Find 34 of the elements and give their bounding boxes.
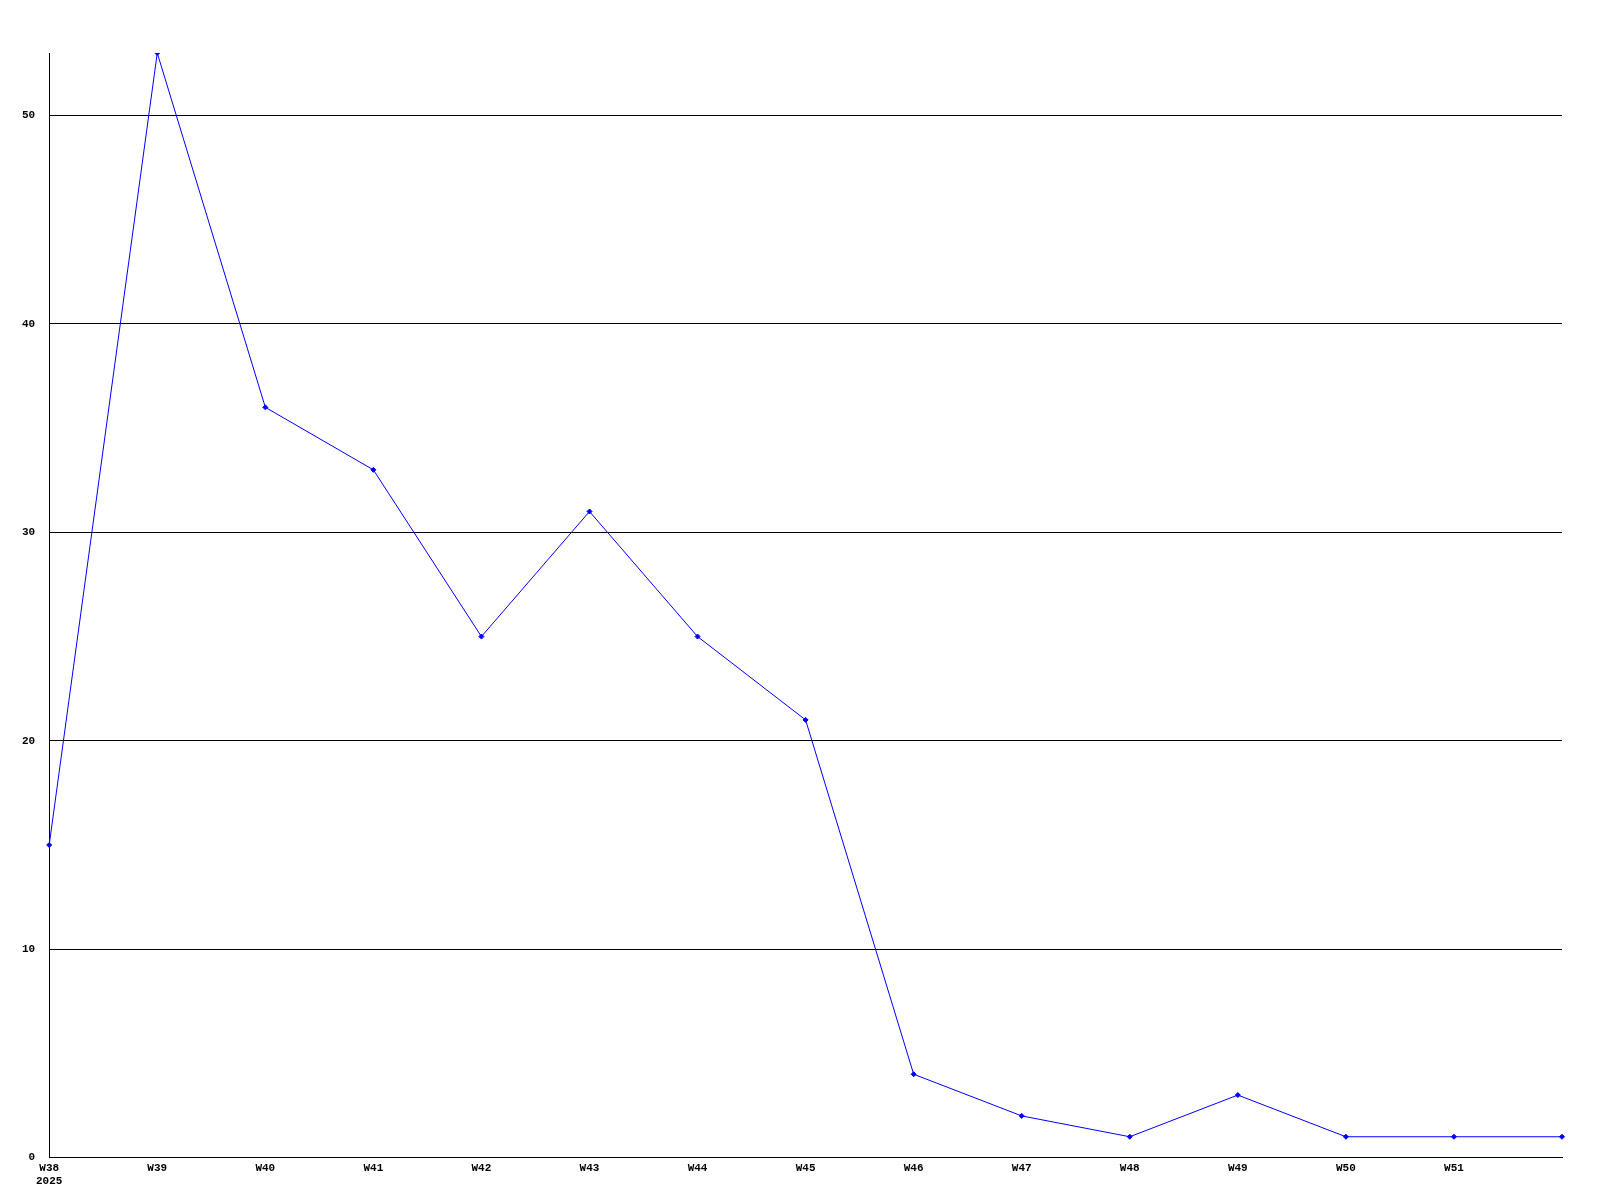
y-tick-label: 20 — [22, 734, 36, 747]
y-tick-label: 30 — [22, 526, 36, 539]
y-tick-label: 10 — [22, 942, 36, 955]
point — [478, 633, 485, 640]
y-tick-label: 0 — [28, 1151, 36, 1164]
x-tick-label: W43 — [579, 1161, 600, 1174]
point — [46, 841, 53, 848]
x-tick-label: W40 — [255, 1161, 276, 1174]
point — [1559, 1133, 1565, 1140]
point — [262, 404, 269, 411]
point — [1450, 1133, 1457, 1140]
x-tick-label: W48 — [1119, 1161, 1141, 1174]
x-tick-label: W47 — [1011, 1161, 1032, 1174]
x-tick-label: W44 — [687, 1161, 708, 1174]
point — [802, 716, 809, 723]
point — [586, 508, 593, 515]
x-tick-label: W42 — [471, 1161, 492, 1174]
x-tick-label: W39 — [147, 1161, 168, 1174]
point — [694, 633, 701, 640]
x-tick-label: W50 — [1335, 1161, 1356, 1174]
x-tick-label: W41 — [363, 1161, 384, 1174]
point — [370, 466, 377, 473]
x-tick-label: W46 — [903, 1161, 924, 1174]
x-tick-label: W51 — [1444, 1161, 1465, 1174]
point — [1234, 1092, 1241, 1099]
y-tick-label: 40 — [22, 317, 36, 330]
x-tick-label: W38 2025 — [36, 1161, 63, 1188]
point — [910, 1071, 917, 1078]
point — [1018, 1112, 1025, 1119]
point — [1126, 1133, 1133, 1140]
y-tick-label: 50 — [22, 109, 36, 122]
x-tick-label: W49 — [1227, 1161, 1248, 1174]
x-tick-label: W45 — [795, 1161, 816, 1174]
point — [1342, 1133, 1349, 1140]
